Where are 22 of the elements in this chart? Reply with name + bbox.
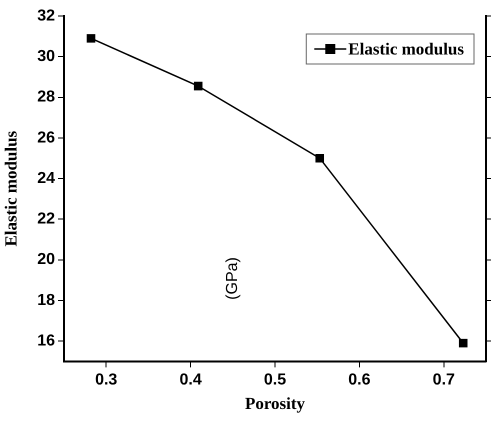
y-axis-title: Elastic modulus	[2, 130, 21, 247]
y-tick-label: 18	[37, 292, 56, 309]
y-tick-label: 30	[37, 48, 56, 66]
y-tick-label: 22	[37, 210, 56, 228]
y-tick-label: 26	[37, 129, 56, 146]
point	[458, 338, 468, 348]
legend-label: Elastic modulus	[348, 39, 464, 58]
point	[86, 34, 96, 43]
x-tick-label: 0.7	[432, 371, 456, 388]
x-tick-label: 0.6	[348, 371, 371, 388]
y-tick-label: 24	[37, 170, 56, 187]
y-tick-label: 20	[37, 251, 56, 268]
x-tick-label: 0.5	[264, 371, 286, 388]
y-tick-label: 28	[37, 88, 56, 106]
x-axis-title: Porosity	[244, 394, 306, 414]
x-tick-label: 0.3	[95, 371, 118, 388]
x-tick-label: 0.4	[179, 371, 202, 388]
point	[194, 82, 202, 90]
point	[315, 154, 324, 163]
y-tick-label: 32	[37, 7, 56, 24]
annotation: (GPa)	[224, 257, 242, 300]
y-tick-label: 16	[37, 332, 56, 350]
